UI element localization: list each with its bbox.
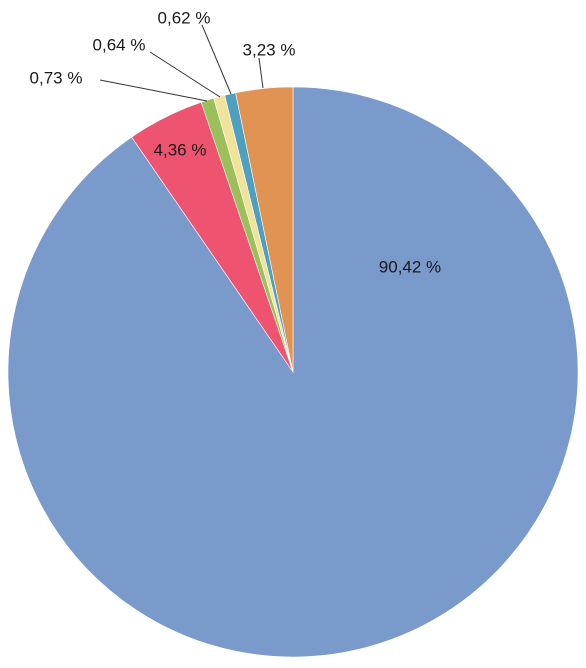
leader-line	[201, 24, 232, 95]
slice-label: 0,73 %	[30, 68, 83, 87]
leader-line	[258, 57, 264, 89]
pie-slices	[7, 86, 579, 658]
slice-label: 90,42 %	[379, 257, 441, 276]
slice-label: 4,36 %	[154, 140, 207, 159]
leader-line	[99, 79, 208, 102]
data-labels: 90,42 % 4,36 % 0,73 % 0,64 % 0,62 % 3,23 %	[30, 8, 442, 276]
leader-lines	[99, 24, 264, 102]
slice-label: 3,23 %	[243, 40, 296, 59]
leader-line	[149, 51, 221, 98]
pie-slice	[235, 86, 294, 373]
slice-label: 0,62 %	[158, 8, 211, 27]
slice-label: 0,64 %	[93, 35, 146, 54]
